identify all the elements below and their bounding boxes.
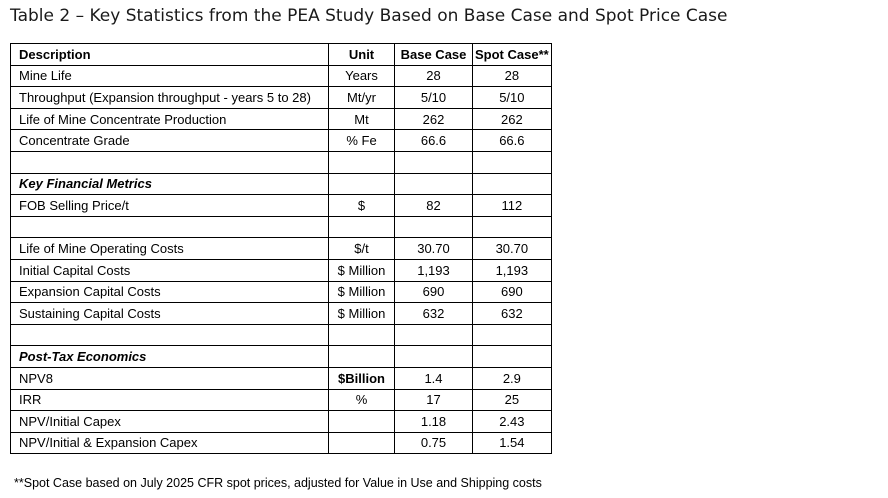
row-description: NPV/Initial & Expansion Capex [10, 431, 329, 455]
table-row-irr: IRR % 17 25 [10, 388, 552, 412]
table-row-operating-costs: Life of Mine Operating Costs $/t 30.70 3… [10, 237, 552, 260]
table-spacer-row [10, 215, 552, 239]
row-base-value: 690 [394, 280, 473, 304]
row-spot-value: 2.43 [472, 410, 552, 433]
row-spot-value: 1.54 [472, 431, 552, 455]
row-base-value: 1.18 [394, 410, 473, 433]
row-spot-value: 30.70 [472, 237, 552, 260]
row-unit: % Fe [328, 129, 395, 152]
table-spacer-row [10, 150, 552, 174]
row-unit: $ Million [328, 258, 395, 282]
table-title: Table 2 – Key Statistics from the PEA St… [10, 6, 728, 26]
row-spot-value: 1,193 [472, 258, 552, 282]
row-unit: Mt [328, 107, 395, 131]
table-row-fob-price: FOB Selling Price/t $ 82 112 [10, 194, 552, 217]
row-base-value: 82 [394, 194, 473, 217]
row-base-value: 17 [394, 388, 473, 412]
row-description: Life of Mine Concentrate Production [10, 107, 329, 131]
row-description: NPV8 [10, 366, 329, 390]
table-row-npv-initial-capex: NPV/Initial Capex 1.18 2.43 [10, 410, 552, 433]
section-row-financial-metrics: Key Financial Metrics [10, 172, 552, 196]
header-spot-case: Spot Case** [472, 43, 552, 66]
key-statistics-table: Description Unit Base Case Spot Case** M… [10, 43, 552, 455]
section-heading: Post-Tax Economics [10, 345, 329, 368]
table-row-initial-capital: Initial Capital Costs $ Million 1,193 1,… [10, 258, 552, 282]
row-spot-value: 2.9 [472, 366, 552, 390]
row-spot-value: 5/10 [472, 86, 552, 109]
row-description: FOB Selling Price/t [10, 194, 329, 217]
row-base-value: 632 [394, 302, 473, 325]
row-spot-value: 632 [472, 302, 552, 325]
header-description: Description [10, 43, 329, 66]
row-unit: Years [328, 64, 395, 88]
row-base-value: 1.4 [394, 366, 473, 390]
section-row-post-tax-economics: Post-Tax Economics [10, 345, 552, 368]
row-unit: % [328, 388, 395, 412]
table-row-concentrate-production: Life of Mine Concentrate Production Mt 2… [10, 107, 552, 131]
row-description: Sustaining Capital Costs [10, 302, 329, 325]
row-description: Life of Mine Operating Costs [10, 237, 329, 260]
row-description: Concentrate Grade [10, 129, 329, 152]
row-base-value: 1,193 [394, 258, 473, 282]
header-unit: Unit [328, 43, 395, 66]
footnote: **Spot Case based on July 2025 CFR spot … [14, 476, 542, 490]
row-spot-value: 25 [472, 388, 552, 412]
row-description: Initial Capital Costs [10, 258, 329, 282]
table-row-expansion-capital: Expansion Capital Costs $ Million 690 69… [10, 280, 552, 304]
table-row-npv8: NPV8 $Billion 1.4 2.9 [10, 366, 552, 390]
row-description: IRR [10, 388, 329, 412]
row-base-value: 262 [394, 107, 473, 131]
section-heading: Key Financial Metrics [10, 172, 329, 196]
table-row-concentrate-grade: Concentrate Grade % Fe 66.6 66.6 [10, 129, 552, 152]
table-row-throughput: Throughput (Expansion throughput - years… [10, 86, 552, 109]
row-description: NPV/Initial Capex [10, 410, 329, 433]
row-spot-value: 690 [472, 280, 552, 304]
row-unit [328, 410, 395, 433]
row-unit: $Billion [328, 366, 395, 390]
row-description: Throughput (Expansion throughput - years… [10, 86, 329, 109]
header-base-case: Base Case [394, 43, 473, 66]
row-unit [328, 431, 395, 455]
row-unit: Mt/yr [328, 86, 395, 109]
row-base-value: 28 [394, 64, 473, 88]
table-row-sustaining-capital: Sustaining Capital Costs $ Million 632 6… [10, 302, 552, 325]
row-spot-value: 112 [472, 194, 552, 217]
table-row-mine-life: Mine Life Years 28 28 [10, 64, 552, 88]
table-row-npv-initial-expansion-capex: NPV/Initial & Expansion Capex 0.75 1.54 [10, 431, 552, 455]
table-header-row: Description Unit Base Case Spot Case** [10, 43, 552, 66]
row-base-value: 0.75 [394, 431, 473, 455]
row-base-value: 66.6 [394, 129, 473, 152]
row-unit: $ [328, 194, 395, 217]
row-spot-value: 66.6 [472, 129, 552, 152]
row-description: Expansion Capital Costs [10, 280, 329, 304]
row-base-value: 5/10 [394, 86, 473, 109]
row-spot-value: 28 [472, 64, 552, 88]
row-base-value: 30.70 [394, 237, 473, 260]
table-spacer-row [10, 323, 552, 347]
row-unit: $/t [328, 237, 395, 260]
row-unit: $ Million [328, 302, 395, 325]
row-spot-value: 262 [472, 107, 552, 131]
row-unit: $ Million [328, 280, 395, 304]
row-description: Mine Life [10, 64, 329, 88]
